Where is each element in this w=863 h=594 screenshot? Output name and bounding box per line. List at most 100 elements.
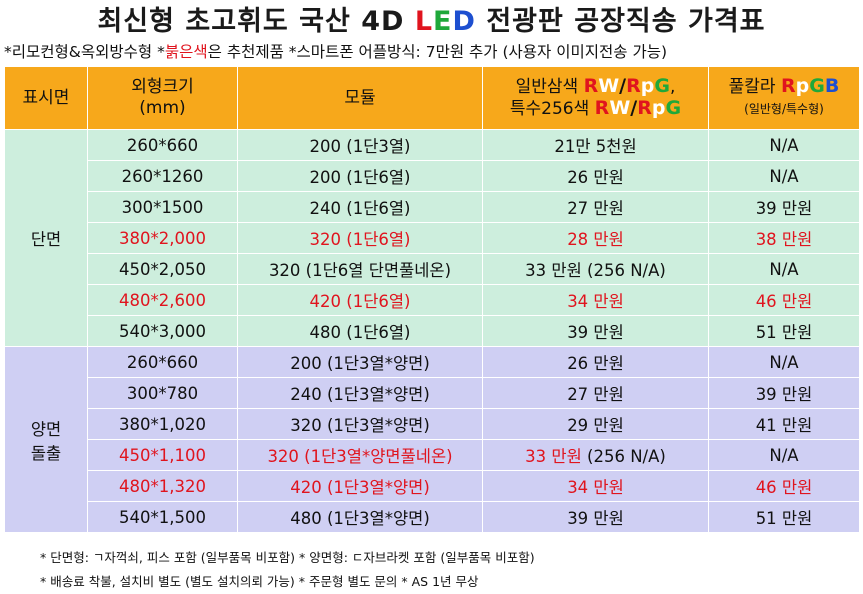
table-row: 단면 260*660 200 (1단3열) 21만 5천원 N/A [4,129,860,347]
header-rw-rpg-2: RW/RpG [595,97,681,119]
cell-size: 260*660 [87,129,238,161]
cell-full-color-price: 46 만원 [708,470,860,502]
title-prefix: 최신형 초고휘도 국산 4D [97,6,415,37]
table-row: 380*1,020 320 (1단3열*양면) 29 만원 41 만원 [5,408,860,440]
cell-size: 260*660 [87,346,238,378]
section-single: 단면 260*660 200 (1단3열) 21만 5천원 N/A 260*12… [4,129,860,347]
header-module: 모듈 [237,66,483,130]
table-row: 480*2,600 420 (1단6열) 34 만원 46 만원 [5,284,860,316]
cell-full-color-price: 39 만원 [708,191,860,223]
cell-size: 380*2,000 [87,222,238,254]
header-three-color: 일반삼색 RW/RpG, 특수256색 RW/RpG [482,66,709,130]
cell-size: 540*3,000 [87,315,238,347]
subtitle-part1: *리모컨형&옥외방수형 * [4,43,165,61]
header-full-line1: 풀칼라 [728,77,781,97]
header-three-line2: 특수256색 [509,99,595,119]
tag-slash: / [630,97,638,119]
tag-g: G [665,97,682,119]
tag-slash: / [619,75,627,97]
tag-r: R [637,97,652,119]
cell-module: 240 (1단3열*양면) [237,377,483,409]
cell-size: 540*1,500 [87,501,238,533]
cell-three-color-price: 29 만원 [482,408,709,440]
table-row: 양면 돌출 260*660 200 (1단3열*양면) 26 만원 N/A [4,346,860,533]
cell-three-color-price: 39 만원 [482,501,709,533]
cell-full-color-price: 51 만원 [708,501,860,533]
cell-full-color-price: N/A [708,253,860,285]
tag-r: R [594,97,610,119]
header-rw-rpg-1: RW/RpG [584,75,670,97]
table-row: 300*1500 240 (1단6열) 27 만원 39 만원 [5,191,860,223]
cell-three-color-price: 34 만원 [482,284,709,316]
cell-three-color-price: 28 만원 [482,222,709,254]
subtitle-notes: *리모컨형&옥외방수형 *붉은색은 추천제품 *스마트폰 어플방식: 7만원 추… [4,40,863,64]
header-size-line1: 외형크기 [131,77,194,97]
table-row: 380*2,000 320 (1단6열) 28 만원 38 만원 [5,222,860,254]
footer-notes: * 단면형: ㄱ자꺽쇠, 피스 포함 (일부품목 비포함) * 양면형: ㄷ자브… [40,546,535,594]
cell-size: 480*1,320 [87,470,238,502]
header-three-line1: 일반삼색 [515,77,584,97]
table-row: 540*3,000 480 (1단6열) 39 만원 51 만원 [5,315,860,347]
cell-size: 450*1,100 [87,439,238,471]
tag-g: G [809,75,825,97]
section-label-line1: 양면 [30,419,62,439]
tag-p: p [795,75,810,97]
header-size-line2: (mm) [139,98,186,118]
title-led-l: L [414,6,434,37]
cell-three-color-price: 39 만원 [482,315,709,347]
cell-full-color-price: N/A [708,160,860,192]
section-double: 양면 돌출 260*660 200 (1단3열*양면) 26 만원 N/A 300… [4,346,860,533]
header-rpgb: RpGB [781,75,839,97]
cell-size: 260*1260 [87,160,238,192]
tag-w: W [609,97,631,119]
cell-full-color-price: 46 만원 [708,284,860,316]
tag-r: R [780,75,796,97]
cell-three-color-price: 26 만원 [482,160,709,192]
table-row: 540*1,500 480 (1단3열*양면) 39 만원 51 만원 [5,501,860,533]
cell-three-color-price: 34 만원 [482,470,709,502]
header-size: 외형크기 (mm) [87,66,238,130]
header-comma: , [669,77,676,97]
table-row: 480*1,320 420 (1단3열*양면) 34 만원 46 만원 [5,470,860,502]
cell-module: 320 (1단6열) [237,222,483,254]
tag-r: R [583,75,599,97]
cell-full-color-price: 51 만원 [708,315,860,347]
cell-module: 420 (1단6열) [237,284,483,316]
cell-module: 200 (1단3열) [237,129,483,161]
table-row: 450*2,050 320 (1단6열 단면풀네온) 33 만원 (256 N/… [5,253,860,285]
cell-size: 450*2,050 [87,253,238,285]
cell-size: 300*1500 [87,191,238,223]
table-row: 260*1260 200 (1단6열) 26 만원 N/A [5,160,860,192]
table-row: 450*1,100 320 (1단3열*양면풀네온) 33 만원 (256 N/… [5,439,860,471]
header-full-color: 풀칼라 RpGB (일반형/특수형) [708,66,860,130]
page-title: 최신형 초고휘도 국산 4D LED 전광판 공장직송 가격표 [0,2,863,42]
tag-r: R [626,75,641,97]
footer-line2: * 배송료 착불, 설치비 별도 (별도 설치의뢰 가능) * 주문형 별도 문… [40,574,479,589]
cell-full-color-price: N/A [708,439,860,471]
cell-three-color-price: 27 만원 [482,377,709,409]
tag-b: B [824,75,840,97]
tag-p: p [651,97,666,119]
cell-size: 300*780 [87,377,238,409]
cell-full-color-price: 38 만원 [708,222,860,254]
cell-three-color-price: 26 만원 [482,346,709,378]
cell-three-color-price: 33 만원 (256 N/A) [482,253,709,285]
cell-three-price-suffix: (256 N/A) [581,447,666,466]
header-row: 표시면 외형크기 (mm) 모듈 일반삼색 RW/RpG, 특수256색 RW/R… [4,66,860,130]
cell-full-color-price: 39 만원 [708,377,860,409]
title-suffix: 전광판 공장직송 가격표 [475,6,766,37]
tag-g: G [654,75,670,97]
cell-module: 320 (1단3열*양면풀네온) [237,439,483,471]
section-label-line2: 돌출 [30,443,62,463]
subtitle-part2: 은 추천제품 *스마트폰 어플방식: 7만원 추가 (사용자 이미지전송 가능) [207,43,668,61]
cell-full-color-price: N/A [708,346,860,378]
cell-module: 240 (1단6열) [237,191,483,223]
cell-three-color-price: 21만 5천원 [482,129,709,161]
title-led-e: E [433,6,453,37]
cell-three-color-price: 27 만원 [482,191,709,223]
tag-p: p [640,75,655,97]
cell-module: 200 (1단6열) [237,160,483,192]
cell-full-color-price: 41 만원 [708,408,860,440]
cell-size: 380*1,020 [87,408,238,440]
